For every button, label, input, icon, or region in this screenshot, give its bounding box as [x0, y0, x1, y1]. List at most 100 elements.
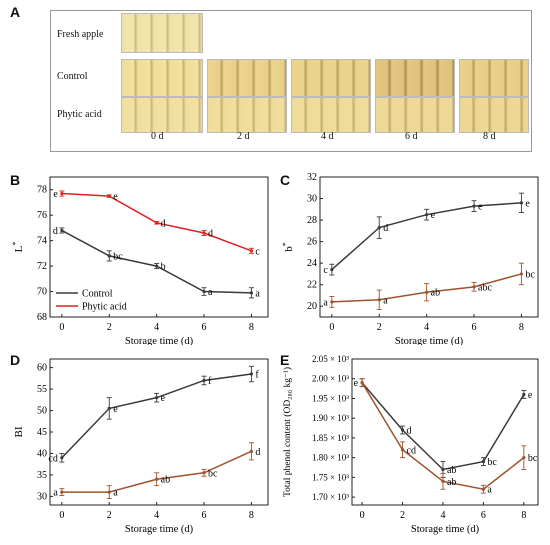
- y-tick-label: 28: [307, 215, 317, 226]
- significance-label: ab: [431, 288, 440, 299]
- apple-slices-control-4d: [291, 59, 371, 97]
- apple-slices-phytic-4d: [291, 97, 371, 133]
- panel-letter-b: B: [10, 172, 21, 188]
- data-point: [155, 396, 159, 400]
- x-tick-label: 2: [377, 322, 382, 333]
- legend-label: Control: [82, 289, 113, 300]
- x-tick-label: 6: [472, 322, 477, 333]
- data-point: [330, 268, 334, 272]
- y-tick-label: 2.00 × 10³: [312, 374, 349, 384]
- significance-label: e: [478, 202, 483, 213]
- data-point: [425, 290, 429, 294]
- data-point: [60, 456, 64, 460]
- x-axis-label: Storage time (d): [125, 336, 194, 345]
- significance-label: e: [161, 393, 166, 404]
- y-axis-label-superscript: *: [11, 242, 20, 246]
- plot-frame-b: [49, 176, 269, 318]
- significance-label: d: [53, 226, 58, 237]
- significance-label: f: [255, 370, 259, 381]
- data-point: [441, 467, 445, 472]
- apple-slices-phytic-8d: [459, 97, 529, 133]
- y-tick-label: 35: [37, 470, 47, 481]
- data-point: [107, 490, 111, 494]
- x-tick-label: 8: [519, 322, 524, 333]
- data-point: [481, 459, 486, 464]
- data-point: [202, 231, 206, 235]
- y-tick-label: 22: [307, 280, 317, 291]
- data-point: [377, 298, 381, 302]
- panel-letter-c: C: [280, 172, 291, 188]
- chart-d-browning-index: 0 2 4 6 8 30 35 40 45 50 55 60 Storage time (d) BI cd e…: [13, 358, 269, 535]
- significance-label: e: [354, 378, 359, 389]
- x-tick-label: 8: [521, 510, 526, 521]
- significance-label: abc: [478, 282, 492, 293]
- y-axis-label-superscript: *: [281, 242, 290, 246]
- significance-label: d: [255, 447, 260, 458]
- significance-label: a: [53, 488, 58, 499]
- significance-label: bc: [525, 269, 535, 280]
- significance-label: a: [383, 295, 388, 306]
- row-label-phytic: Phytic acid: [57, 109, 102, 120]
- series-line-control: [361, 382, 525, 471]
- y-tick-label: 78: [37, 185, 47, 196]
- significance-label: cd: [407, 445, 416, 456]
- data-point: [360, 381, 364, 385]
- significance-label: a: [208, 287, 213, 298]
- data-point: [202, 289, 206, 294]
- data-point: [400, 428, 405, 432]
- panel-letter-d: D: [10, 352, 21, 368]
- y-tick-label: 30: [37, 491, 47, 502]
- chart-e-total-phenol: 0 2 4 6 8 1.70 × 10³ 1.75 × 10³ 1.80 × 10³ 1.85 …: [282, 354, 539, 535]
- y-axis-label: b*: [281, 242, 295, 252]
- data-point: [425, 213, 429, 217]
- apple-slices-control-8d: [459, 59, 529, 97]
- x-tick-label: 4: [154, 322, 159, 333]
- significance-label: d: [383, 223, 388, 234]
- x-tick-label: 0: [360, 510, 365, 521]
- y-tick-label: 45: [37, 427, 47, 438]
- significance-label: b: [161, 262, 166, 273]
- x-axis-label: Storage time (d): [125, 524, 194, 535]
- data-point: [472, 204, 476, 208]
- day-label-4: 4 d: [321, 131, 334, 142]
- plot-frame-d: [49, 358, 269, 506]
- data-point: [400, 448, 405, 452]
- y-tick-label: 20: [307, 301, 317, 312]
- y-tick-label: 30: [307, 194, 317, 205]
- y-tick-label: 24: [307, 258, 317, 269]
- y-axis-label: Total phenol content (OD₂₈₀ kg⁻¹): [282, 367, 293, 497]
- plot-frame-e: [351, 358, 539, 506]
- significance-label: c: [255, 246, 260, 257]
- data-point: [519, 272, 524, 276]
- x-tick-label: 0: [59, 322, 64, 333]
- y-axis-label: BI: [13, 426, 25, 437]
- data-point: [107, 406, 111, 410]
- data-point: [155, 221, 159, 225]
- data-point: [249, 291, 254, 295]
- significance-label: c: [323, 265, 328, 276]
- significance-label: a: [487, 485, 492, 496]
- y-tick-label: 70: [37, 287, 47, 298]
- x-tick-label: 2: [400, 510, 405, 521]
- day-label-0: 0 d: [151, 131, 164, 142]
- significance-label: d: [407, 426, 412, 437]
- significance-label: bc: [487, 457, 497, 468]
- day-label-8: 8 d: [483, 131, 496, 142]
- significance-label: bc: [528, 453, 538, 464]
- x-tick-label: 6: [202, 510, 207, 521]
- significance-label: a: [113, 488, 118, 499]
- y-tick-label: 50: [37, 406, 47, 417]
- data-point: [155, 264, 159, 268]
- significance-label: e: [53, 189, 58, 200]
- significance-label: e: [528, 390, 533, 401]
- significance-label: e: [113, 404, 118, 415]
- x-tick-label: 8: [249, 510, 254, 521]
- x-axis-label: Storage time (d): [395, 336, 464, 345]
- photo-panel: Fresh apple Control Phytic acid 0 d 2 d …: [50, 10, 532, 152]
- significance-label: bc: [208, 468, 218, 479]
- data-point: [155, 477, 159, 481]
- data-point: [202, 471, 206, 475]
- x-tick-label: 4: [424, 322, 429, 333]
- significance-label: d: [161, 218, 166, 229]
- y-tick-label: 1.70 × 10³: [312, 492, 349, 502]
